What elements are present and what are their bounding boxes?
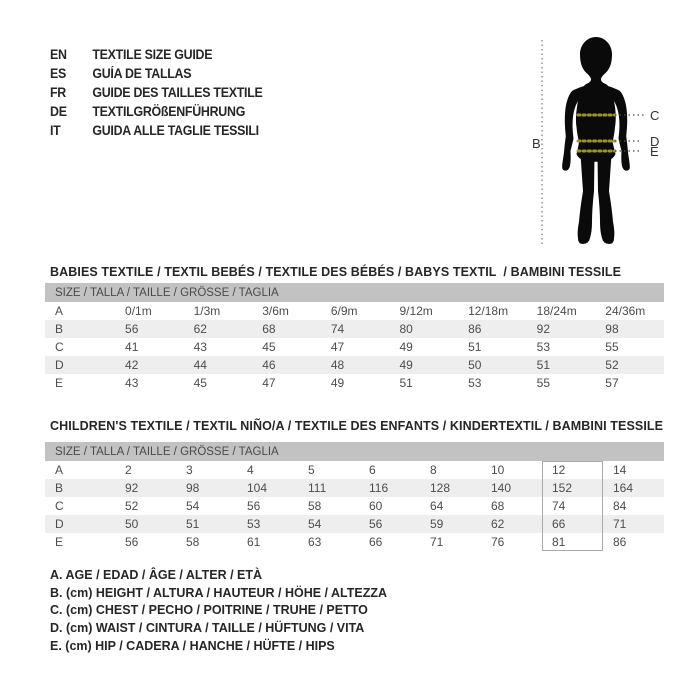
svg-text:B: B (532, 136, 541, 151)
svg-text:C: C (650, 108, 659, 123)
svg-text:E: E (650, 144, 659, 159)
